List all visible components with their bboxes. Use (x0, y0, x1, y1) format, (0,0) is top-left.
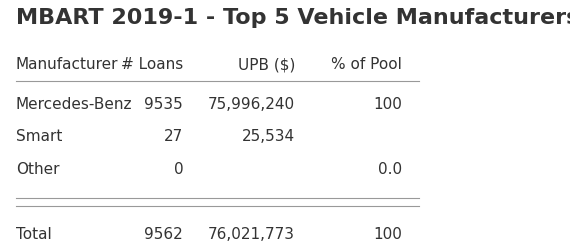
Text: Mercedes-Benz: Mercedes-Benz (15, 97, 132, 112)
Text: Smart: Smart (15, 129, 62, 144)
Text: UPB ($): UPB ($) (238, 57, 295, 72)
Text: Total: Total (15, 227, 51, 242)
Text: 100: 100 (373, 97, 402, 112)
Text: 27: 27 (164, 129, 183, 144)
Text: Other: Other (15, 162, 59, 177)
Text: % of Pool: % of Pool (331, 57, 402, 72)
Text: Manufacturer: Manufacturer (15, 57, 118, 72)
Text: 76,021,773: 76,021,773 (208, 227, 295, 242)
Text: 9535: 9535 (144, 97, 183, 112)
Text: 75,996,240: 75,996,240 (207, 97, 295, 112)
Text: 0: 0 (174, 162, 183, 177)
Text: 0.0: 0.0 (378, 162, 402, 177)
Text: MBART 2019-1 - Top 5 Vehicle Manufacturers: MBART 2019-1 - Top 5 Vehicle Manufacture… (15, 8, 570, 28)
Text: 25,534: 25,534 (242, 129, 295, 144)
Text: # Loans: # Loans (121, 57, 183, 72)
Text: 100: 100 (373, 227, 402, 242)
Text: 9562: 9562 (144, 227, 183, 242)
